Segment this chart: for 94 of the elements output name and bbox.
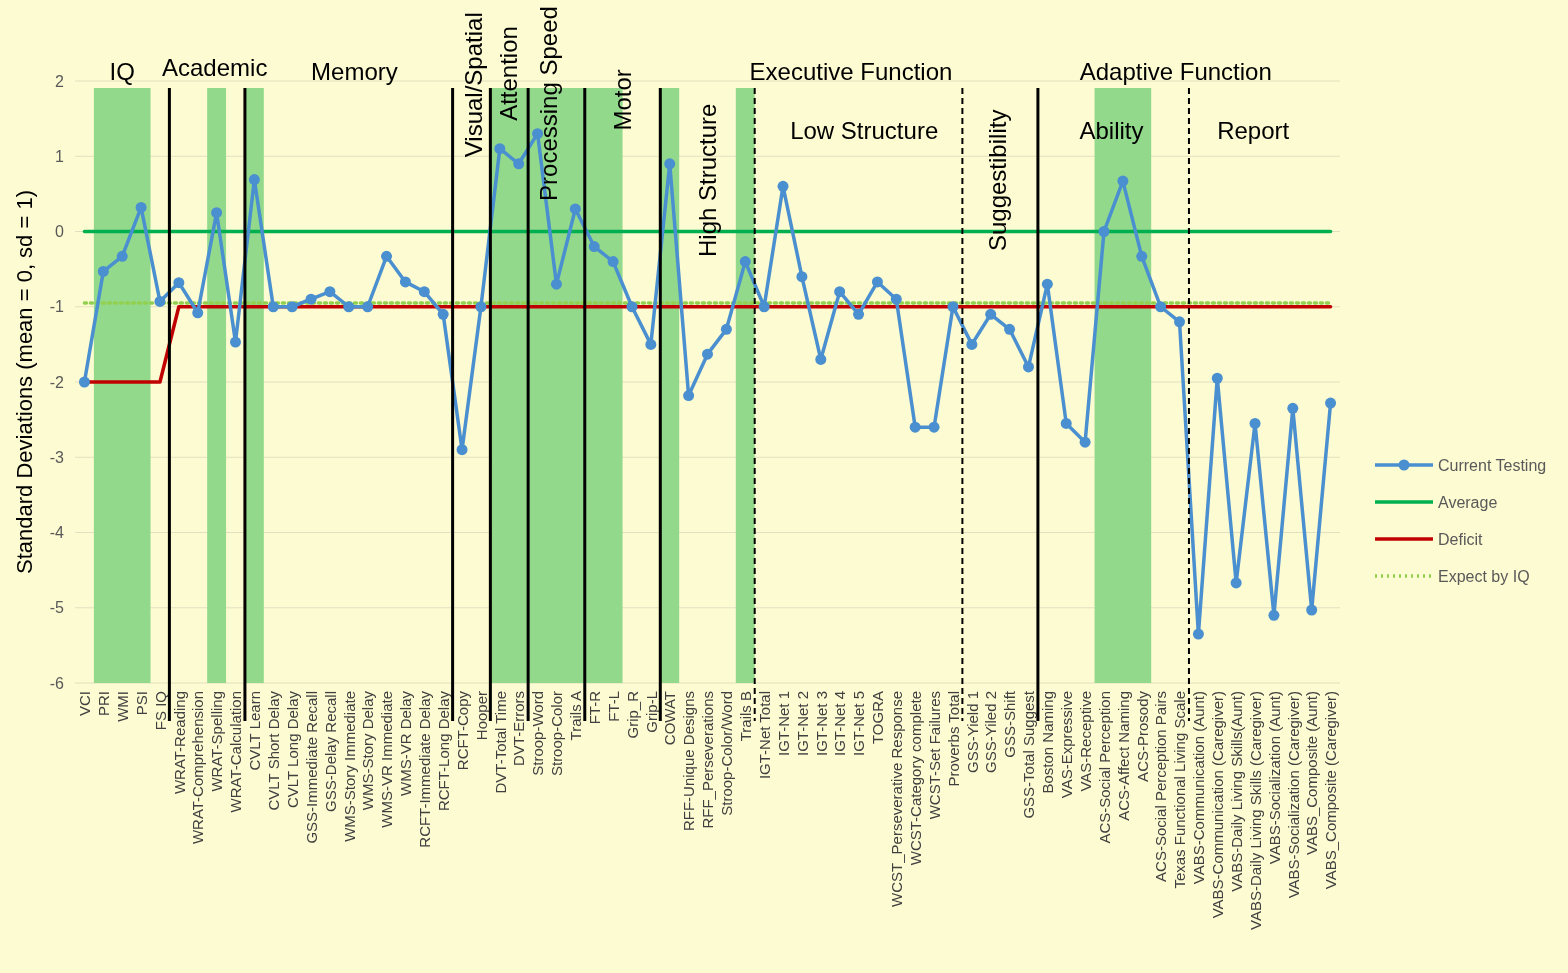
y-tick-label: -4 — [49, 524, 65, 542]
annotation: Ability — [1079, 116, 1144, 144]
x-tick-label: WCST-Set Failures — [925, 691, 943, 820]
x-tick-label: WMS-Story Immediate — [340, 691, 358, 842]
y-axis-title: Standard Deviations (mean = 0, sd = 1) — [12, 190, 37, 574]
x-tick-label: Grip_R — [623, 690, 641, 739]
x-tick-label: WRAT-Spelling — [208, 691, 226, 792]
y-tick-label: -1 — [49, 298, 65, 316]
annotation: Processing Speed — [535, 6, 563, 201]
x-tick-label: WRAT-Reading — [170, 691, 188, 795]
x-tick-label: Stroop-Color — [548, 691, 566, 777]
x-tick-label: RCFT-Immediate Delay — [416, 690, 434, 848]
x-tick-label: ACS-Social Perception Pairs — [1152, 691, 1170, 882]
x-tick-label: IGT-Net 2 — [793, 691, 811, 757]
x-tick-label: Grip-L — [642, 691, 660, 733]
x-tick-label: VABS-Socialization (Aunt) — [1265, 691, 1283, 865]
y-tick-label: -2 — [49, 373, 65, 391]
x-tick-label: Trails A — [567, 691, 585, 741]
y-tick-label: 0 — [55, 223, 65, 241]
x-tick-label: GSS-Total Suggest — [1020, 690, 1038, 819]
annotation: Attention — [495, 26, 523, 121]
x-tick-label: Boston Naming — [1039, 691, 1057, 794]
x-tick-label: VABS_Composite (Aunt) — [1303, 691, 1321, 855]
x-tick-label: GSS-Immediate Recall — [302, 691, 320, 844]
x-tick-label: IGT-Net 4 — [831, 691, 849, 757]
legend-label: Average — [1438, 493, 1498, 511]
x-tick-label: ACS-Prosody — [1133, 690, 1151, 782]
x-tick-label: IGT-Net Total — [755, 691, 773, 780]
annotation: Visual/Spatial — [459, 12, 487, 158]
x-tick-label: RCFT-Copy — [453, 690, 471, 771]
x-tick-label: DVT-Errors — [510, 691, 528, 766]
x-tick-label: VABS-Communication (Caregiver) — [1209, 691, 1227, 919]
x-tick-label: RFF_Perseverations — [699, 691, 717, 829]
x-tick-label: VABS-Daily Living Skills(Aunt) — [1227, 691, 1245, 892]
annotation: Suggestibility — [984, 109, 1012, 252]
x-tick-label: WMS-Story Delay — [359, 690, 377, 811]
x-tick-label: VAS-Expressive — [1057, 691, 1075, 799]
x-tick-label: ACS-Affect Naming — [1114, 691, 1132, 821]
x-tick-label: CVLT Short Delay — [265, 690, 282, 811]
x-tick-label: PRI — [95, 691, 113, 717]
annotation: IQ — [109, 57, 135, 85]
x-tick-label: IGT-Net 5 — [850, 691, 868, 757]
legend-label: Deficit — [1438, 530, 1484, 548]
x-tick-label: Stroop-Color/Word — [718, 691, 736, 816]
x-tick-label: Stroop-Word — [529, 691, 547, 776]
x-tick-label: PSI — [132, 691, 150, 716]
annotation: High Structure — [693, 103, 721, 258]
x-tick-label: WMI — [113, 691, 131, 722]
annotation: Academic — [162, 54, 268, 82]
x-tick-label: VABS-Daily Living Skills (Caregiver) — [1246, 691, 1264, 930]
x-tick-label: VCI — [76, 691, 94, 717]
x-tick-label: FT-L — [604, 691, 622, 722]
x-tick-label: WRAT-Comprehension — [189, 691, 207, 845]
x-tick-label: Texas Functional Living Scale — [1171, 691, 1189, 889]
x-tick-label: GSS-Yield 1 — [963, 691, 981, 773]
x-tick-label: VABS-Communication (Aunt) — [1190, 691, 1208, 885]
x-tick-label: IGT-Net 1 — [774, 691, 792, 757]
x-tick-label: VABS_Composite (Caregiver) — [1322, 691, 1340, 890]
x-tick-label: WMS-VR Delay — [397, 690, 415, 797]
x-tick-label: WCST_Perseverative Response — [888, 691, 906, 907]
y-tick-label: 1 — [55, 147, 65, 165]
annotation: Memory — [311, 57, 398, 85]
x-tick-label: COWAT — [661, 691, 679, 746]
x-tick-label: CVLT Long Delay — [283, 690, 301, 809]
x-tick-label: WMS-VR Immediate — [378, 691, 396, 828]
annotation: Report — [1217, 116, 1290, 144]
x-tick-label: Proverbs Total — [944, 691, 962, 787]
legend-label: Current Testing — [1438, 456, 1547, 474]
x-tick-label: VAS-Receptive — [1076, 691, 1094, 792]
x-tick-label: DVT-Total Time — [491, 691, 509, 794]
y-tick-label: -5 — [49, 599, 65, 617]
legend-label: Expect by IQ — [1438, 567, 1530, 585]
x-tick-label: ACS-Social Perception — [1095, 691, 1113, 844]
x-tick-label: WCST-Category complete — [906, 691, 924, 866]
x-tick-label: CVLT Learn — [246, 691, 264, 771]
y-tick-label: -3 — [49, 448, 65, 466]
x-tick-label: WRAT-Calculation — [227, 691, 245, 813]
x-tick-label: GSS-Delay Recall — [321, 691, 339, 812]
x-tick-label: GSS-Yiled 2 — [982, 691, 1000, 773]
x-tick-label: IGT-Net 3 — [812, 691, 830, 757]
x-tick-label: RCFT-Long Delay — [434, 690, 452, 812]
x-tick-label: RFF-Unique Designs — [680, 691, 698, 832]
x-tick-label: Hooper — [472, 691, 490, 741]
x-tick-label: VABS-Socialization (Caregiver) — [1284, 691, 1302, 899]
x-tick-label: GSS-Shift — [1001, 690, 1019, 758]
x-tick-label: TOGRA — [869, 691, 887, 745]
annotation: Motor — [608, 69, 636, 131]
x-tick-label: Trails B — [737, 691, 755, 742]
y-tick-label: -6 — [49, 674, 65, 692]
annotation: Executive Function — [749, 57, 953, 85]
annotation: Adaptive Function — [1079, 57, 1272, 85]
annotation: Low Structure — [790, 116, 939, 144]
x-tick-label: FT-R — [585, 690, 603, 725]
y-tick-label: 2 — [55, 72, 65, 90]
